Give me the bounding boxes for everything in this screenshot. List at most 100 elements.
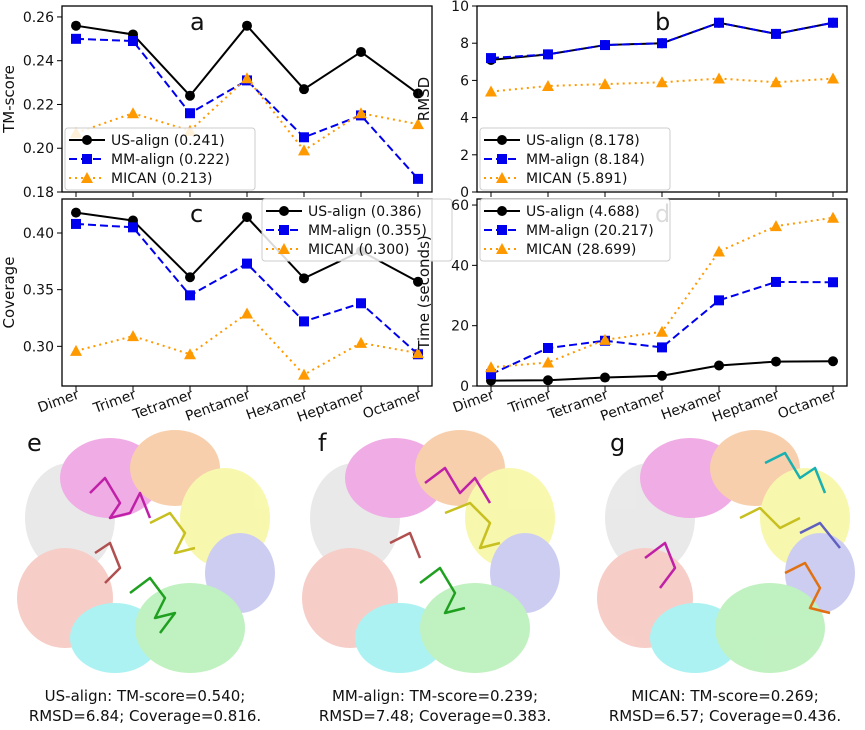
panel-a-series-2-point (355, 107, 367, 119)
panel-d-series-2-point (485, 361, 497, 373)
panel-d-series-1-point (657, 342, 667, 353)
panel-a-letter: a (190, 8, 205, 36)
structure-image-f (295, 423, 565, 678)
panel-d-series-0-point (771, 356, 781, 367)
panel-b-series-2-point (770, 76, 782, 88)
panel-a-ytick-label: 0.18 (23, 185, 54, 201)
panel-a-series-0-point (413, 88, 423, 99)
line-charts-figure: 0.18 0.20 0.22 0.24 0.26 TM-score a US-align (0… (0, 0, 848, 426)
panel-b-ytick-label: 4 (460, 111, 469, 127)
panel-c-legend-label-0: US-align (0.386) (308, 204, 422, 220)
panel-c-series-2-line (75, 312, 419, 376)
panel-a-legend-label-1: MM-align (0.222) (111, 152, 230, 168)
panel-b-series-2-point (599, 78, 611, 90)
panel-b-legend-box (479, 127, 671, 191)
panel-c-series-1-point (242, 258, 252, 269)
panel-c-legend-label-1: MM-align (0.355) (308, 223, 427, 239)
panel-d-legend-label-1: MM-align (20.217) (526, 223, 654, 239)
panel-b-legend-label-2: MICAN (5.891) (526, 171, 628, 187)
panel-d-series-2-point (770, 220, 782, 232)
panel-d-series-0-point (657, 370, 667, 381)
panel-b-ytick-label: 6 (460, 73, 469, 89)
panel-c-legend-box (261, 198, 453, 262)
panel-c-series-2-point (412, 347, 424, 359)
panel-d-ytick-label: 40 (451, 258, 469, 274)
panel-d-xtick-label: Pentamer (598, 387, 667, 425)
panel-d-series-0-point (543, 375, 553, 386)
caption-g-line2: RMSD=6.57; Coverage=0.436. (608, 707, 842, 725)
panel-d-xtick-label: Octamer (776, 387, 839, 423)
panel-c-xtick-label: Pentamer (183, 387, 252, 425)
panel-a-series-1-point (185, 108, 195, 119)
panel-b-series-2-point (542, 79, 554, 91)
panel-a-series-0-point (71, 20, 81, 31)
panel-c-series-2-point (355, 336, 367, 348)
panel-letter-g: g (610, 429, 626, 457)
panel-c-series-1-point (71, 218, 81, 229)
panel-a-series-2-point (298, 144, 310, 156)
caption-f-line2: RMSD=7.48; Coverage=0.383. (318, 707, 552, 725)
panel-d-xtick-label: Dimer (451, 387, 497, 417)
panel-b-letter: b (655, 8, 670, 36)
panel-c-series-0-point (299, 273, 309, 284)
caption-e: US-align: TM-score=0.540; RMSD=6.84; Cov… (0, 686, 290, 726)
panel-d-series-1-point (771, 276, 781, 287)
caption-e-line1: US-align: TM-score=0.540; (44, 687, 246, 705)
panel-c-legend-marker-1 (279, 225, 289, 235)
panel-d-legend-box (479, 198, 671, 262)
panel-letter-f: f (318, 429, 327, 457)
panel-a-legend-marker-2 (81, 172, 93, 183)
panel-b-legend-label-1: MM-align (8.184) (526, 152, 645, 168)
panel-b-legend-label-0: US-align (8.178) (526, 133, 640, 149)
panel-b-ytick-label: 2 (460, 148, 469, 164)
panel-a-legend-label-0: US-align (0.241) (111, 133, 225, 149)
panel-d-legend-label-0: US-align (4.688) (526, 204, 640, 220)
panel-a-series-1-point (128, 36, 138, 47)
panel-a-series-1-point (299, 132, 309, 143)
panel-c-series-1-point (128, 222, 138, 233)
panel-b-series-1-point (543, 49, 553, 60)
panel-c-series-0-point (185, 272, 195, 283)
panel-c-series-1-point (299, 316, 309, 327)
panel-a-series-0-point (185, 90, 195, 101)
panel-b-ylabel: RMSD (415, 77, 433, 121)
panel-letter-e: e (27, 429, 42, 457)
panel-d-xtick-label: Trimer (505, 387, 553, 418)
panel-c-series-2-point (298, 368, 310, 380)
panel-c-series-0-point (413, 276, 423, 287)
panel-c-letter: c (190, 200, 203, 228)
structure-image-e (10, 423, 280, 678)
panel-c-ylabel: Coverage (0, 257, 18, 329)
panel-d-legend-marker-0 (497, 206, 507, 216)
panel-c-legend-marker-2 (278, 243, 290, 254)
panel-a-ytick-label: 0.20 (23, 141, 54, 157)
panel-d-legend-marker-1 (497, 225, 507, 235)
panel-d-series-2-point (713, 245, 725, 257)
panel-a-series-0-point (299, 84, 309, 95)
panel-c-ytick-label: 0.35 (23, 283, 54, 299)
panel-b-series-2-point (485, 85, 497, 97)
panel-b-series-1-point (771, 28, 781, 39)
panel-a-legend-marker-1 (82, 154, 92, 164)
panel-b-series-2-point (656, 76, 668, 88)
panel-b-legend-marker-1 (497, 154, 507, 164)
caption-f: MM-align: TM-score=0.239; RMSD=7.48; Cov… (290, 686, 580, 726)
panel-c-series-1-point (185, 290, 195, 301)
panel-d-series-0-point (714, 360, 724, 371)
panel-b-series-1-point (714, 17, 724, 28)
panel-a-ytick-label: 0.22 (23, 97, 54, 113)
panel-b-series-1-point (657, 38, 667, 49)
panel-d-series-1-point (543, 342, 553, 353)
caption-f-line1: MM-align: TM-score=0.239; (331, 687, 539, 705)
panel-a-ylabel: TM-score (0, 65, 18, 134)
panel-a-legend-box (64, 127, 256, 191)
panel-d-series-0-point (828, 356, 838, 367)
panel-a-series-1-point (71, 33, 81, 44)
panel-b-legend-marker-0 (497, 135, 507, 145)
panel-a-series-2-point (412, 118, 424, 130)
panel-c-ytick-label: 0.30 (23, 339, 54, 355)
panel-d-series-2-point (542, 356, 554, 368)
panel-c-xtick-label: Trimer (90, 387, 138, 418)
panel-a-series-2-point (241, 72, 253, 84)
panel-b-ytick-label: 8 (460, 36, 469, 52)
